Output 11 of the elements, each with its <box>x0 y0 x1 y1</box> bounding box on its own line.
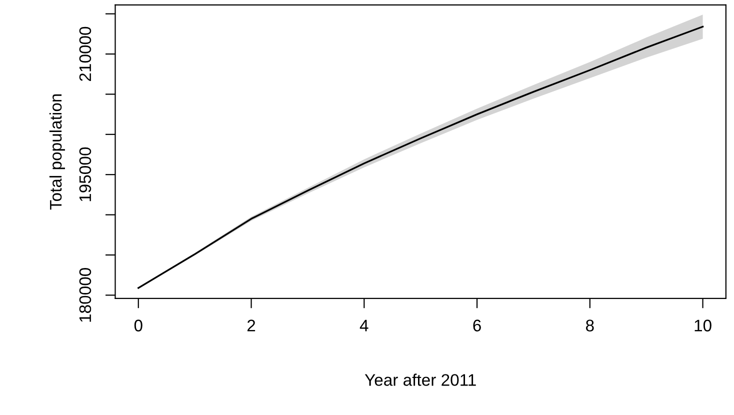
y-tick-label: 210000 <box>79 26 92 81</box>
x-tick-label: 8 <box>586 320 594 332</box>
x-tick-label: 4 <box>360 320 368 332</box>
y-tick-label: 195000 <box>79 147 92 202</box>
y-axis-title: Total population <box>49 94 65 210</box>
x-tick-label: 2 <box>247 320 256 332</box>
x-tick-label: 0 <box>134 320 142 332</box>
y-tick-label: 180000 <box>79 268 92 322</box>
x-tick-label: 6 <box>473 320 481 332</box>
x-tick-label: 10 <box>694 320 712 332</box>
x-axis-title: Year after 2011 <box>364 374 476 386</box>
